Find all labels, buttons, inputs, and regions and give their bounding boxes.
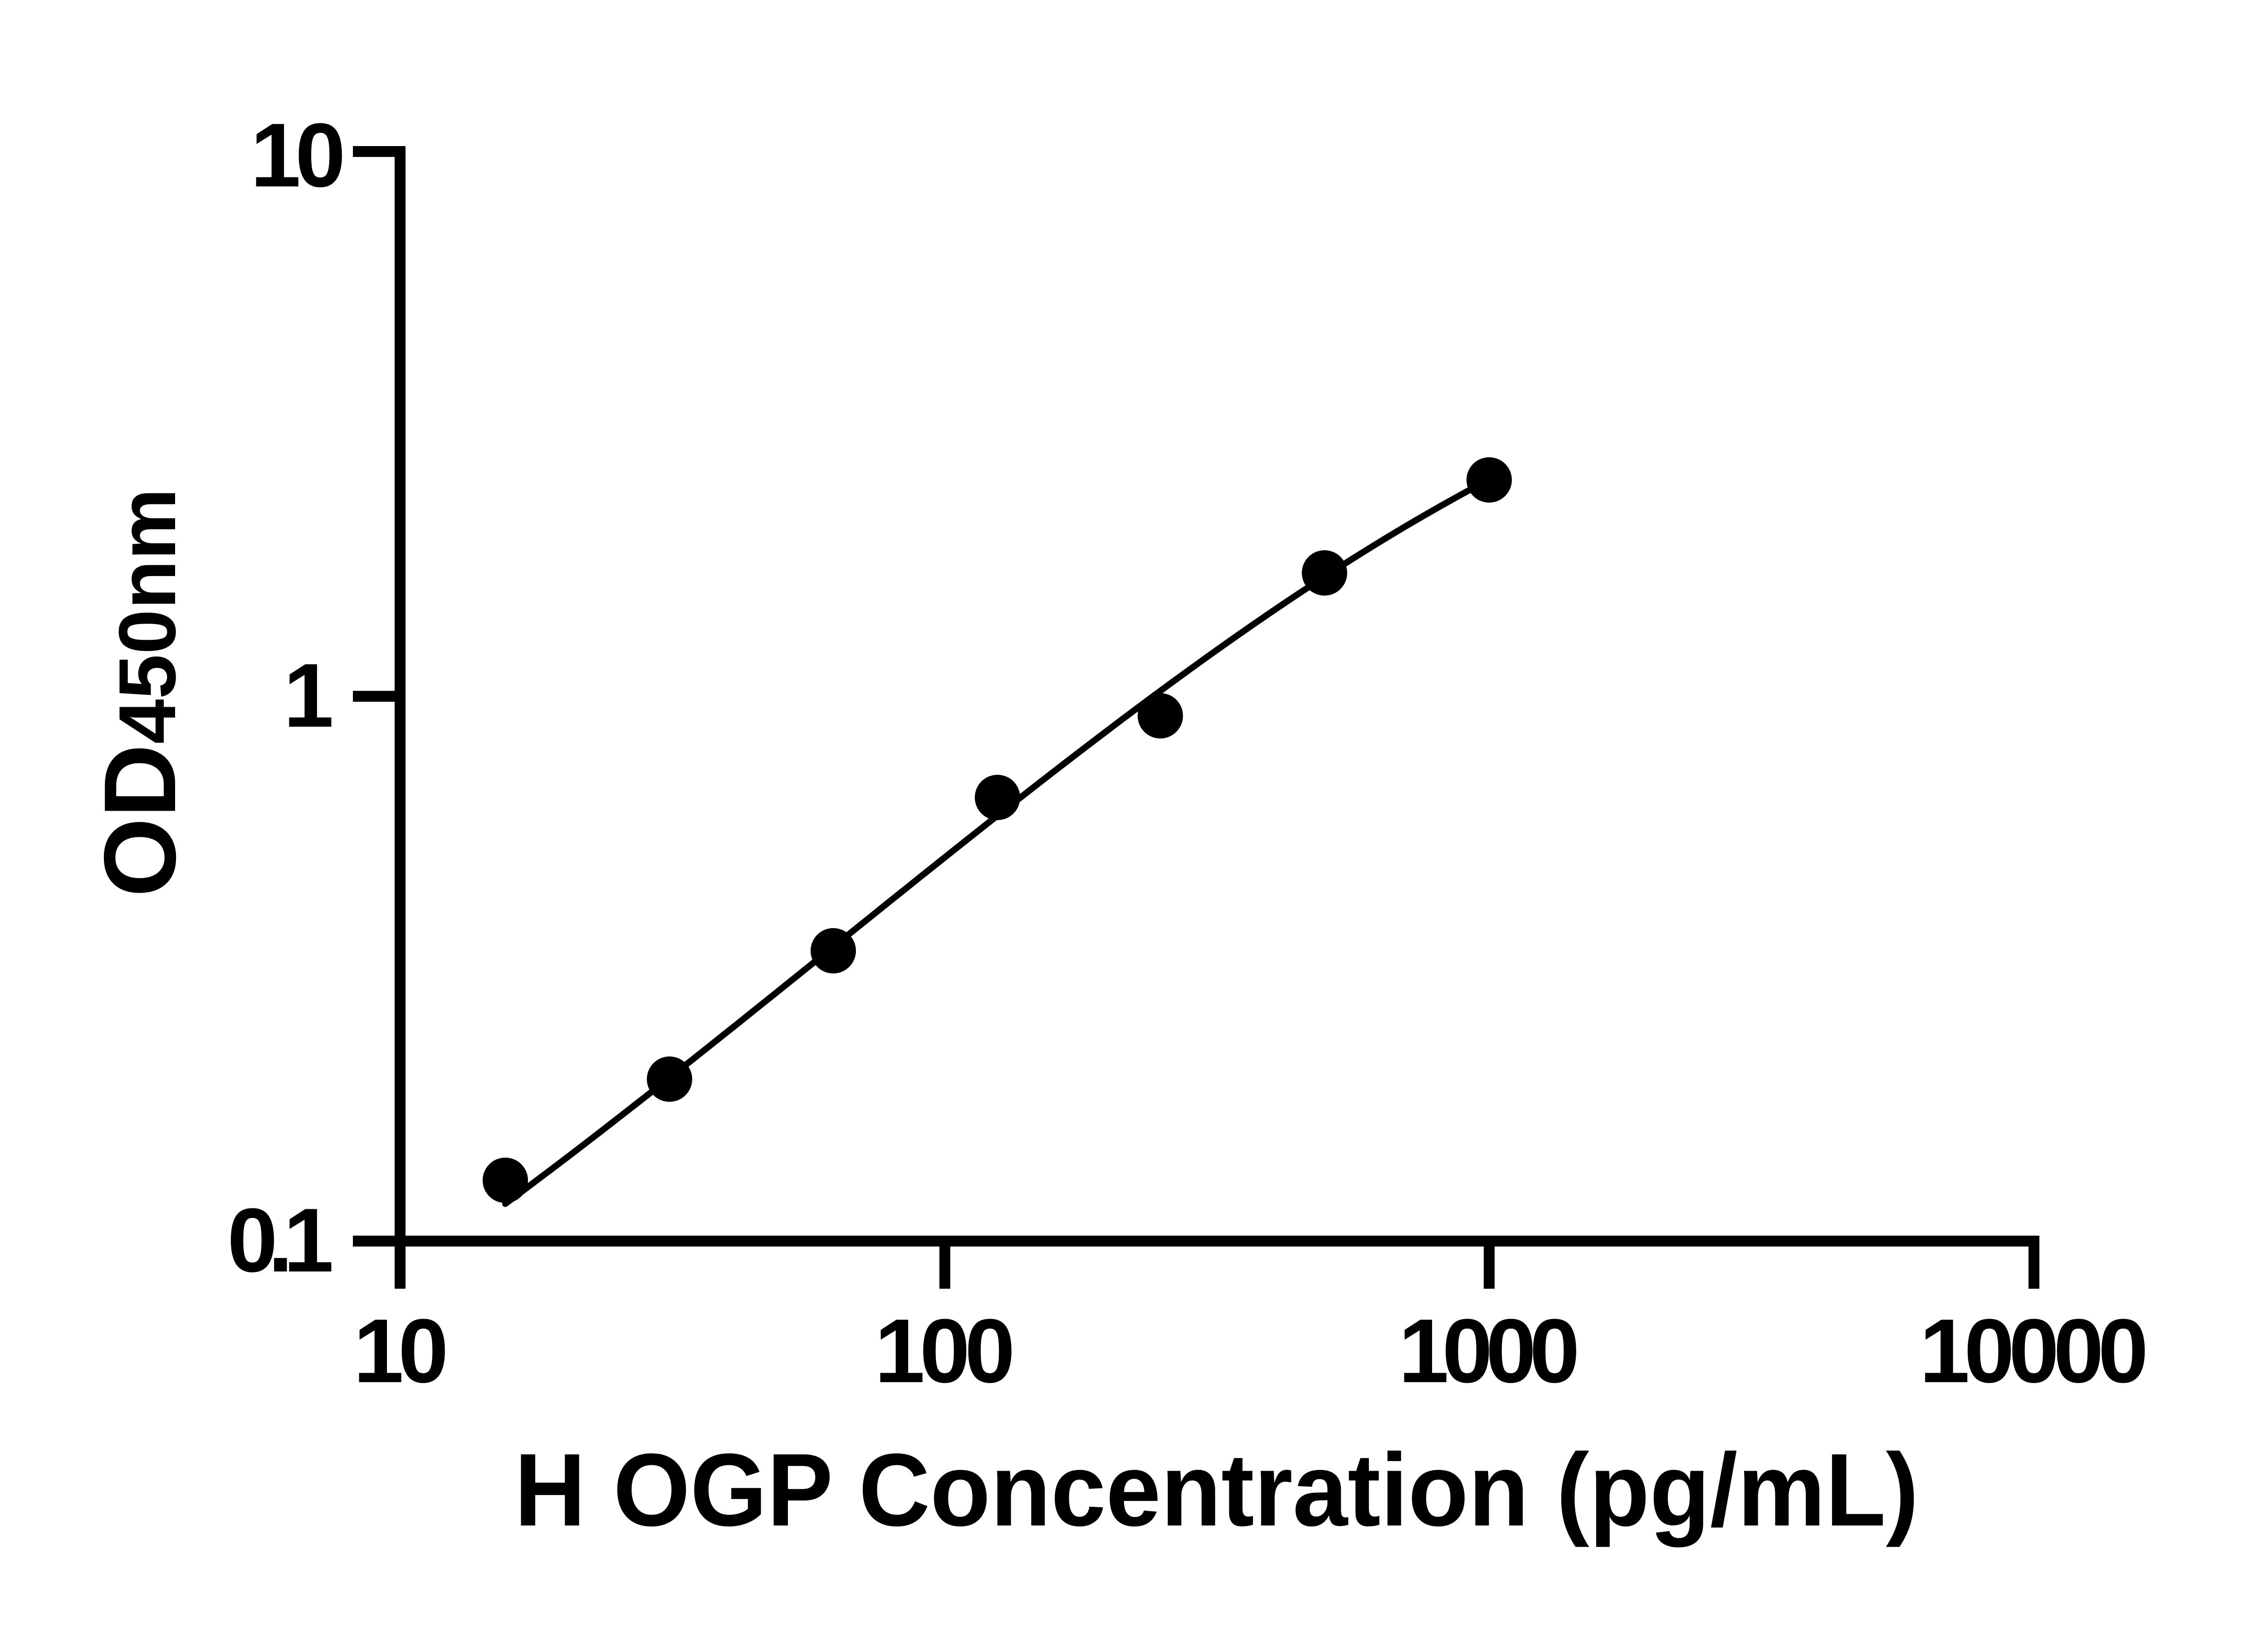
svg-text:H OGP Concentration (pg/mL): H OGP Concentration (pg/mL) bbox=[514, 1433, 1919, 1548]
svg-text:0.1: 0.1 bbox=[227, 1190, 334, 1291]
svg-text:1000: 1000 bbox=[1398, 1301, 1580, 1402]
svg-text:100: 100 bbox=[875, 1301, 1015, 1402]
svg-text:10: 10 bbox=[353, 1301, 449, 1402]
svg-text:1: 1 bbox=[284, 645, 334, 746]
svg-text:10: 10 bbox=[250, 105, 346, 206]
svg-text:10000: 10000 bbox=[1920, 1301, 2149, 1402]
